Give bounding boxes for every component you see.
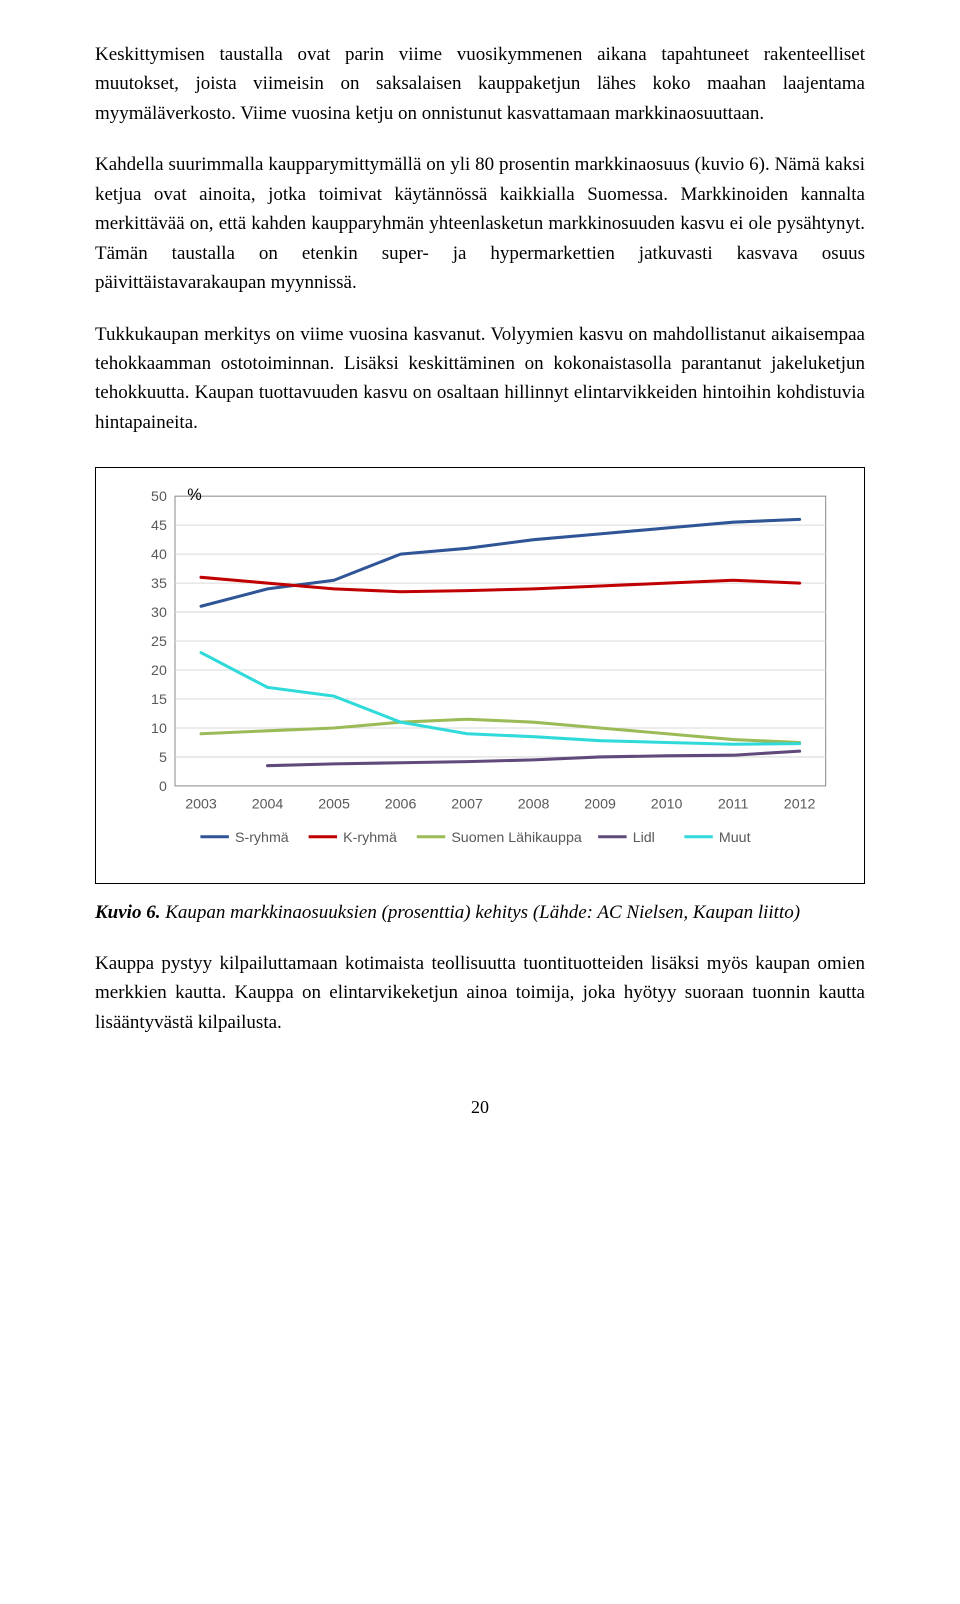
page: Keskittymisen taustalla ovat parin viime… <box>0 0 960 1158</box>
svg-text:%: % <box>187 486 201 504</box>
svg-text:45: 45 <box>151 518 167 534</box>
svg-text:2012: 2012 <box>784 797 816 813</box>
paragraph-4: Kauppa pystyy kilpailuttamaan kotimaista… <box>95 949 865 1037</box>
svg-text:Muut: Muut <box>719 830 751 846</box>
svg-text:2011: 2011 <box>718 797 749 813</box>
page-number: 20 <box>95 1097 865 1118</box>
paragraph-2: Kahdella suurimmalla kaupparymittymällä … <box>95 150 865 297</box>
svg-text:S-ryhmä: S-ryhmä <box>235 830 289 846</box>
svg-text:2008: 2008 <box>518 797 550 813</box>
svg-text:10: 10 <box>151 721 167 737</box>
svg-text:40: 40 <box>151 547 167 563</box>
svg-text:K-ryhmä: K-ryhmä <box>343 830 397 846</box>
svg-text:2006: 2006 <box>385 797 417 813</box>
svg-text:15: 15 <box>151 692 167 708</box>
svg-text:2004: 2004 <box>252 797 284 813</box>
svg-text:20: 20 <box>151 663 167 679</box>
svg-text:Lidl: Lidl <box>633 830 655 846</box>
svg-text:Suomen Lähikauppa: Suomen Lähikauppa <box>451 830 582 846</box>
svg-text:2003: 2003 <box>185 797 217 813</box>
paragraph-3: Tukkukaupan merkitys on viime vuosina ka… <box>95 320 865 438</box>
svg-text:25: 25 <box>151 634 167 650</box>
chart-container: 0 5 10 15 20 25 30 35 40 45 50% 2003 2004 2005 2006 200… <box>95 467 865 883</box>
svg-text:0: 0 <box>159 779 167 795</box>
svg-text:2005: 2005 <box>318 797 350 813</box>
caption-rest: Kaupan markkinaosuuksien (prosenttia) ke… <box>160 902 800 923</box>
svg-text:2009: 2009 <box>584 797 616 813</box>
svg-text:30: 30 <box>151 605 167 621</box>
svg-text:2010: 2010 <box>651 797 683 813</box>
market-share-line-chart: 0 5 10 15 20 25 30 35 40 45 50% 2003 2004 2005 2006 200… <box>114 486 846 872</box>
paragraph-1: Keskittymisen taustalla ovat parin viime… <box>95 40 865 128</box>
caption-lead: Kuvio 6. <box>95 902 160 923</box>
svg-text:2007: 2007 <box>451 797 483 813</box>
svg-text:50: 50 <box>151 489 167 505</box>
svg-text:5: 5 <box>159 750 167 766</box>
figure-caption: Kuvio 6. Kaupan markkinaosuuksien (prose… <box>95 898 865 927</box>
svg-text:35: 35 <box>151 576 167 592</box>
